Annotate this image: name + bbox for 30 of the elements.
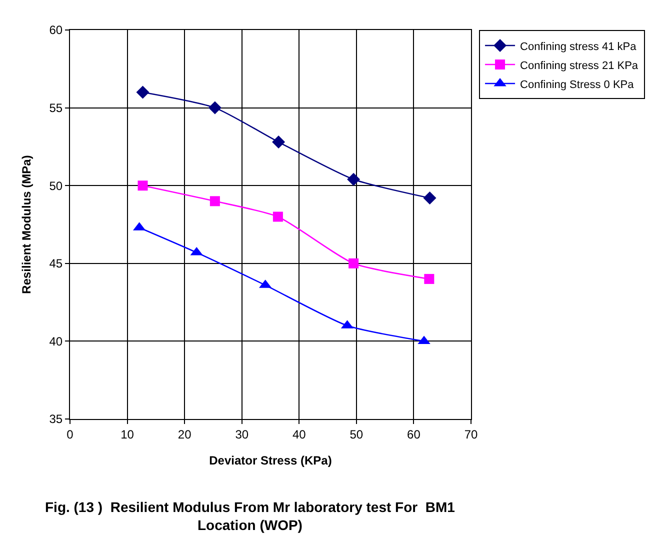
x-tick-label: 30	[235, 427, 249, 442]
text: Fig. (13 ) Resilient Modulus From Mr laboratory test For BM1 Location (WOP)	[45, 499, 456, 534]
point	[136, 86, 150, 99]
point	[138, 180, 148, 191]
point	[424, 274, 434, 284]
x-tick-label: 10	[120, 427, 134, 442]
y-tick-label: 55	[49, 101, 63, 115]
y-tick-label: 40	[49, 334, 63, 348]
x-tick-label: 50	[350, 427, 364, 442]
legend-label: Confining Stress 0 KPa	[520, 78, 635, 91]
point	[210, 196, 220, 206]
y-tick-label: 60	[49, 23, 63, 38]
x-tick-label: 70	[464, 427, 478, 442]
y-tick-label: 35	[49, 412, 63, 426]
y-axis-title: Resilient Modulus (MPa)	[20, 155, 34, 294]
x-tick-label: 20	[178, 427, 192, 442]
point	[272, 136, 286, 149]
legend-label: Confining stress 21 KPa	[520, 60, 639, 72]
x-tick-label: 40	[292, 427, 306, 442]
x-tick-label: 0	[66, 427, 74, 442]
legend-label: Confining stress 41 kPa	[520, 40, 638, 53]
x-axis-title: Deviator Stress (KPa)	[209, 453, 332, 468]
point	[208, 101, 222, 114]
x-tick-label: 60	[407, 427, 421, 442]
y-tick-label: 50	[49, 178, 63, 193]
point	[272, 212, 283, 222]
y-tick-label: 45	[49, 256, 63, 271]
point	[348, 258, 359, 268]
point	[423, 192, 436, 205]
point	[347, 172, 360, 186]
